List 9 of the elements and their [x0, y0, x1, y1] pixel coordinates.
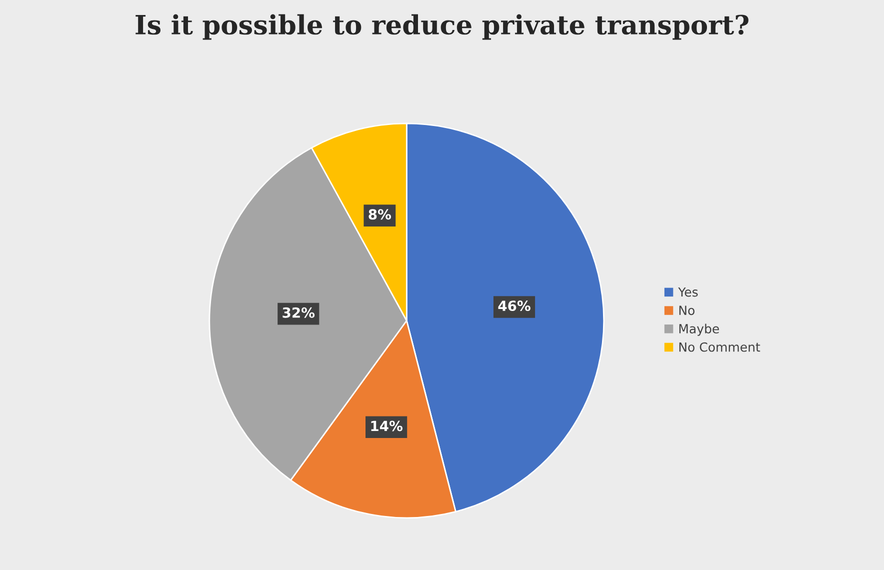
legend-label: No Comment — [679, 342, 760, 352]
legend-label: Yes — [678, 287, 698, 297]
data-label: 46% — [498, 300, 530, 312]
chart-title: Is it possible to reduce private transport? — [136, 14, 748, 40]
legend-label: No — [679, 306, 694, 316]
data-label: 32% — [282, 307, 315, 318]
data-label: 8% — [368, 209, 392, 220]
legend-label: Maybe — [679, 324, 719, 336]
data-label: 14% — [371, 420, 402, 432]
